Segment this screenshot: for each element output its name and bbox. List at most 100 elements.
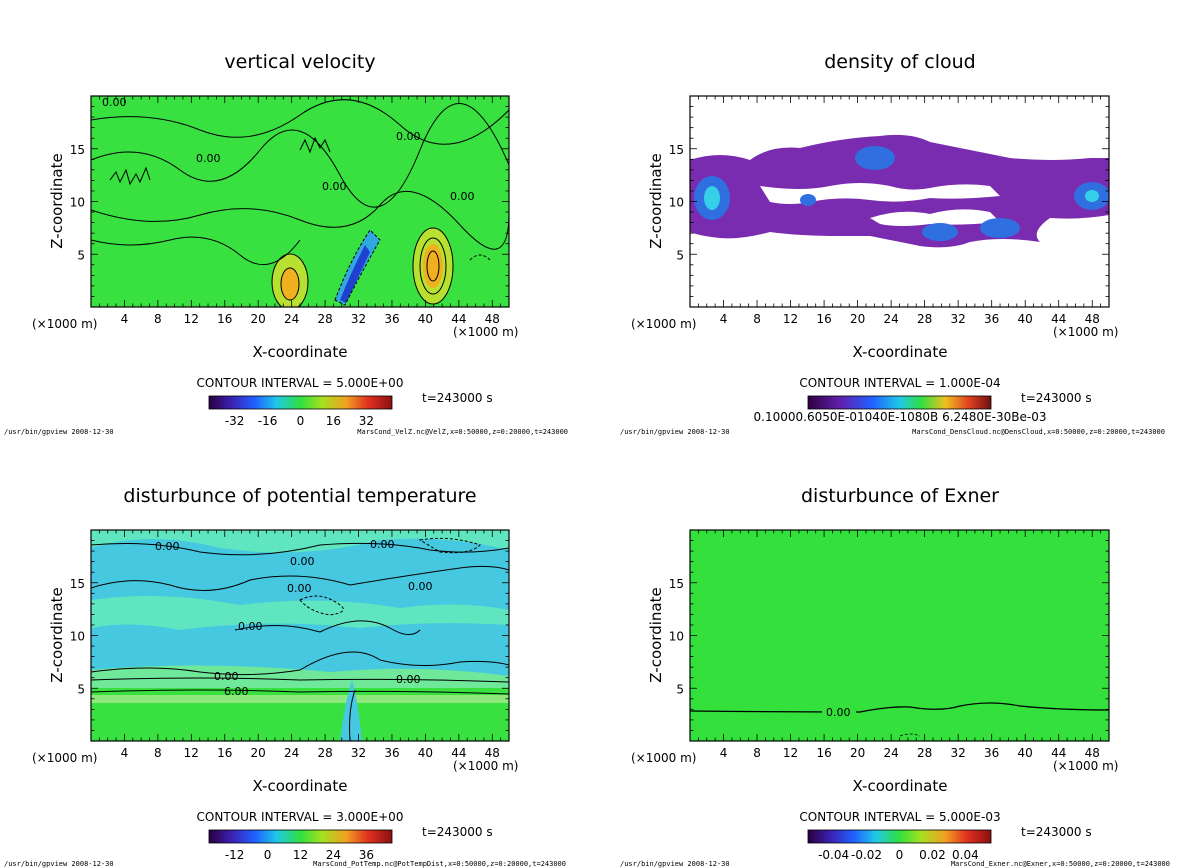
x-tick-label: 36: [384, 312, 399, 326]
x-tick-label: 36: [984, 746, 999, 760]
x-unit-right: (×1000 m): [1053, 759, 1118, 773]
y-tick-label: 15: [669, 143, 684, 157]
cloud-gap: [760, 183, 1000, 204]
contour-label: 0.00: [408, 580, 433, 593]
x-unit-left: (×1000 m): [631, 317, 696, 331]
x-tick-label: 28: [317, 312, 332, 326]
panel-density-of-cloud: density of cloud 4 8 12 16 20 24 28 32 36 40 44 485…: [620, 51, 1165, 436]
zero-contour: [690, 702, 1109, 713]
negative-contours: [334, 229, 491, 306]
contour-label: 0.00: [396, 673, 421, 686]
colorbar-tick-label: 32: [359, 414, 374, 428]
colorbar-tick-label: 12: [293, 848, 308, 862]
panel-vertical-velocity: vertical velocity: [4, 51, 568, 436]
x-unit-left: (×1000 m): [32, 317, 97, 331]
x-tick-label: 16: [217, 746, 232, 760]
x-tick-label: 24: [284, 746, 299, 760]
cloud-core: [980, 218, 1020, 238]
x-tick-label: 44: [1051, 746, 1066, 760]
x-tick-label: 8: [753, 312, 761, 326]
colorbar-tick-label: -0.02: [851, 848, 882, 862]
footer-left: /usr/bin/gpview 2008-12-30: [620, 860, 730, 868]
x-tick-label: 12: [184, 312, 199, 326]
x-tick-label: 20: [850, 312, 865, 326]
heatmap-field: [690, 96, 1109, 307]
x-tick-label: 12: [783, 746, 798, 760]
chart-title: density of cloud: [824, 51, 976, 73]
contour-interval: CONTOUR INTERVAL = 5.000E+00: [197, 376, 404, 390]
y-tick-label: 5: [77, 682, 85, 696]
footer-left: /usr/bin/gpview 2008-12-30: [4, 860, 114, 868]
contour-label: 0.00: [196, 152, 221, 165]
y-tick-label: 15: [669, 577, 684, 591]
footer-right: MarsCond_DensCloud.nc@DensCloud,x=0:5000…: [912, 428, 1165, 436]
cloud-core: [922, 223, 958, 241]
colorbar: [807, 395, 992, 410]
x-tick-label: 40: [418, 312, 433, 326]
colorbar-tick-label: -0.04: [818, 848, 849, 862]
heatmap-field: 0.00 0.00 0.00 0.00 0.00: [91, 96, 509, 307]
x-tick-label: 20: [251, 312, 266, 326]
chart-title: disturbunce of potential temperature: [123, 485, 476, 507]
x-tick-label: 8: [753, 746, 761, 760]
x-tick-label: 28: [317, 746, 332, 760]
contour-label: 0.00: [826, 706, 851, 719]
x-tick-label: 16: [816, 746, 831, 760]
negative-contours: [899, 733, 921, 737]
contour-label: 0.00: [290, 555, 315, 568]
x-tick-label: 48: [485, 312, 500, 326]
x-tick-label: 40: [418, 746, 433, 760]
cloud-core: [1085, 190, 1099, 202]
footer-left: /usr/bin/gpview 2008-12-30: [620, 428, 730, 436]
contour-label: 0.00: [287, 582, 312, 595]
colorbar-tick-label: 0.04: [952, 848, 979, 862]
footer-right: MarsCond_VelZ.nc@VelZ,x=0:50000,z=0:2000…: [357, 428, 568, 436]
x-tick-label: 32: [351, 746, 366, 760]
y-tick-label: 10: [70, 630, 85, 644]
contour-lines: [91, 542, 509, 741]
contour-label: 0.00: [322, 180, 347, 193]
downdraft-core: [340, 245, 370, 303]
x-unit-right: (×1000 m): [453, 759, 518, 773]
y-tick-label: 15: [70, 577, 85, 591]
colorbar: [807, 829, 992, 844]
colorbar-tick-label: 0: [297, 414, 305, 428]
x-tick-label: 32: [351, 312, 366, 326]
x-tick-label: 8: [154, 746, 162, 760]
footer-right: MarsCond_PotTemp.nc@PotTempDist,x=0:5000…: [313, 860, 566, 868]
x-tick-label: 32: [951, 746, 966, 760]
warm-band: [91, 596, 509, 630]
x-tick-label: 36: [384, 746, 399, 760]
x-tick-label: 24: [883, 312, 898, 326]
x-unit-right: (×1000 m): [453, 325, 518, 339]
x-tick-label: 48: [485, 746, 500, 760]
time-label: t=243000 s: [1021, 825, 1092, 839]
x-tick-label: 44: [1051, 312, 1066, 326]
y-axis-label: Z-coordinate: [48, 153, 66, 248]
cloud-core: [855, 146, 895, 170]
contour-label: 0.00: [370, 538, 395, 551]
plume: [340, 680, 362, 741]
field-background: [690, 530, 1109, 741]
time-label: t=243000 s: [422, 391, 493, 405]
colorbar-tick-label: 36: [359, 848, 374, 862]
x-tick-label: 28: [917, 312, 932, 326]
contour-label: 0.00: [214, 670, 239, 683]
updraft-core: [423, 244, 443, 288]
y-tick-label: 15: [70, 143, 85, 157]
x-tick-label: 12: [184, 746, 199, 760]
time-label: t=243000 s: [1021, 391, 1092, 405]
contour-label: 0.00: [102, 96, 127, 109]
x-axis-label: X-coordinate: [253, 343, 348, 361]
negative-contours: [299, 537, 481, 616]
y-tick-label: 5: [676, 248, 684, 262]
heatmap-field: 0.00 0.00 0.00 0.00 0.00 0.00 0.00 0.00 …: [91, 530, 509, 741]
x-unit-left: (×1000 m): [631, 751, 696, 765]
y-axis-label: Z-coordinate: [647, 153, 665, 248]
x-axis-label: X-coordinate: [853, 777, 948, 795]
x-tick-label: 4: [720, 746, 728, 760]
colorbar-tick-label: -32: [225, 414, 245, 428]
contour-interval: CONTOUR INTERVAL = 5.000E-03: [799, 810, 1000, 824]
y-axis-label: Z-coordinate: [647, 587, 665, 682]
